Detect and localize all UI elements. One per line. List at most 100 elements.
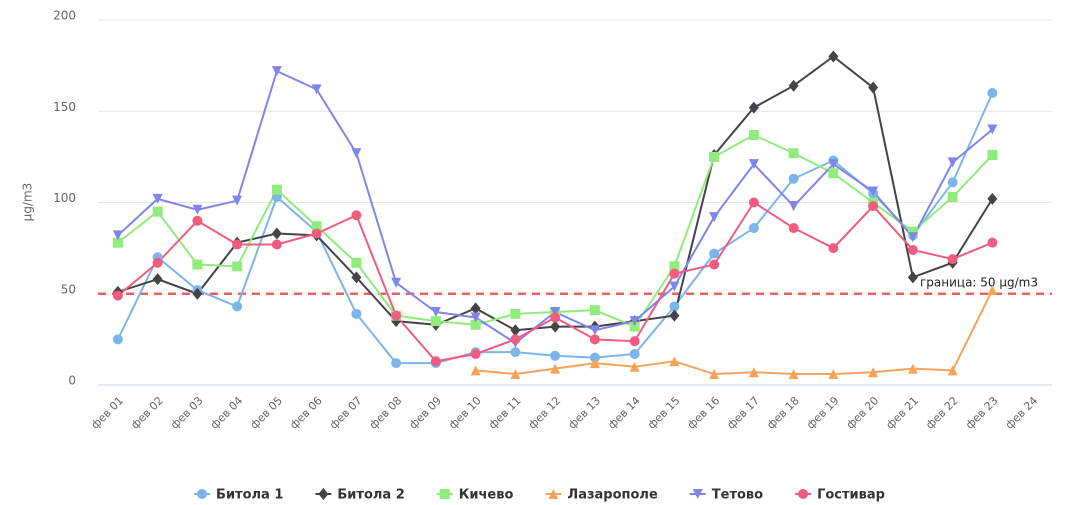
marker — [391, 358, 402, 369]
marker — [629, 348, 640, 359]
marker — [907, 232, 918, 243]
y-tick-label: 50 — [61, 282, 76, 296]
marker — [430, 356, 441, 367]
marker — [192, 204, 203, 215]
x-tick-label: фев 14 — [605, 394, 643, 432]
marker — [788, 173, 799, 184]
marker — [828, 50, 839, 63]
marker — [112, 230, 123, 241]
marker — [788, 148, 799, 159]
marker — [947, 192, 958, 203]
marker — [311, 228, 322, 239]
legend-label: Лазарополе — [567, 488, 658, 503]
marker — [828, 168, 839, 179]
legend-label: Гостивар — [817, 488, 885, 503]
x-tick-label: фев 01 — [89, 394, 127, 432]
marker — [907, 226, 918, 237]
y-tick-label: 100 — [53, 191, 76, 205]
marker — [550, 350, 561, 361]
threshold-label: граница: 50 μg/m3 — [920, 275, 1038, 289]
marker — [669, 281, 680, 292]
legend-item: Гостивар — [795, 488, 885, 503]
marker — [868, 367, 879, 378]
marker — [351, 148, 362, 159]
marker — [152, 257, 163, 268]
marker — [510, 334, 521, 345]
marker — [510, 308, 521, 319]
marker — [232, 195, 243, 206]
marker — [351, 210, 362, 221]
x-tick-label: фев 02 — [128, 394, 166, 432]
x-tick-label: фев 09 — [407, 394, 445, 432]
x-tick-label: фев 16 — [685, 394, 723, 432]
legend-item: Битола 2 — [315, 488, 405, 503]
marker — [629, 336, 640, 347]
marker — [709, 369, 720, 380]
y-tick-label: 0 — [68, 374, 76, 388]
y-axis-label: μg/m3 — [21, 183, 35, 222]
marker — [271, 239, 282, 250]
marker — [947, 365, 958, 376]
marker — [351, 271, 362, 284]
marker — [828, 243, 839, 254]
marker — [391, 277, 402, 288]
x-tick-label: фев 04 — [208, 394, 246, 432]
legend-label: Кичево — [459, 488, 514, 503]
marker — [709, 151, 720, 162]
marker — [798, 489, 809, 499]
marker — [430, 316, 441, 327]
marker — [788, 369, 799, 380]
x-tick-label: фев 05 — [248, 394, 286, 432]
x-tick-label: фев 17 — [725, 394, 763, 432]
marker — [510, 369, 521, 380]
x-tick-label: фев 06 — [287, 394, 325, 432]
marker — [470, 319, 481, 330]
marker — [271, 227, 282, 240]
x-tick-label: фев 08 — [367, 394, 405, 432]
marker — [868, 201, 879, 212]
marker — [550, 363, 561, 374]
marker — [470, 302, 481, 315]
marker — [947, 177, 958, 188]
x-tick-label: фев 11 — [486, 394, 524, 432]
marker — [669, 268, 680, 279]
marker — [748, 367, 759, 378]
marker — [152, 206, 163, 217]
marker — [709, 212, 720, 223]
marker — [470, 365, 481, 376]
marker — [589, 334, 600, 345]
x-tick-label: фев 18 — [764, 394, 802, 432]
marker — [351, 308, 362, 319]
x-tick-label: фев 21 — [884, 394, 922, 432]
marker — [692, 489, 703, 499]
marker — [629, 316, 640, 327]
marker — [947, 254, 958, 265]
marker — [548, 489, 559, 499]
marker — [828, 159, 839, 170]
x-tick-label: фев 15 — [645, 394, 683, 432]
marker — [430, 307, 441, 317]
x-tick-label: фев 03 — [168, 394, 206, 432]
marker — [112, 334, 123, 345]
marker — [192, 259, 203, 270]
marker — [589, 358, 600, 369]
marker — [589, 325, 600, 336]
marker — [271, 184, 282, 195]
marker — [629, 361, 640, 372]
marker — [510, 324, 521, 337]
marker — [669, 301, 680, 312]
x-tick-label: фев 07 — [327, 394, 365, 432]
marker — [152, 193, 163, 204]
y-tick-label: 150 — [53, 100, 76, 114]
marker — [907, 363, 918, 374]
legend-label: Битола 1 — [216, 488, 283, 503]
marker — [907, 271, 918, 284]
legend-label: Битола 2 — [337, 488, 404, 503]
marker — [152, 273, 163, 286]
series-line — [117, 69, 994, 345]
marker — [788, 201, 799, 212]
marker — [271, 66, 282, 77]
marker — [232, 301, 243, 312]
marker — [669, 261, 680, 272]
